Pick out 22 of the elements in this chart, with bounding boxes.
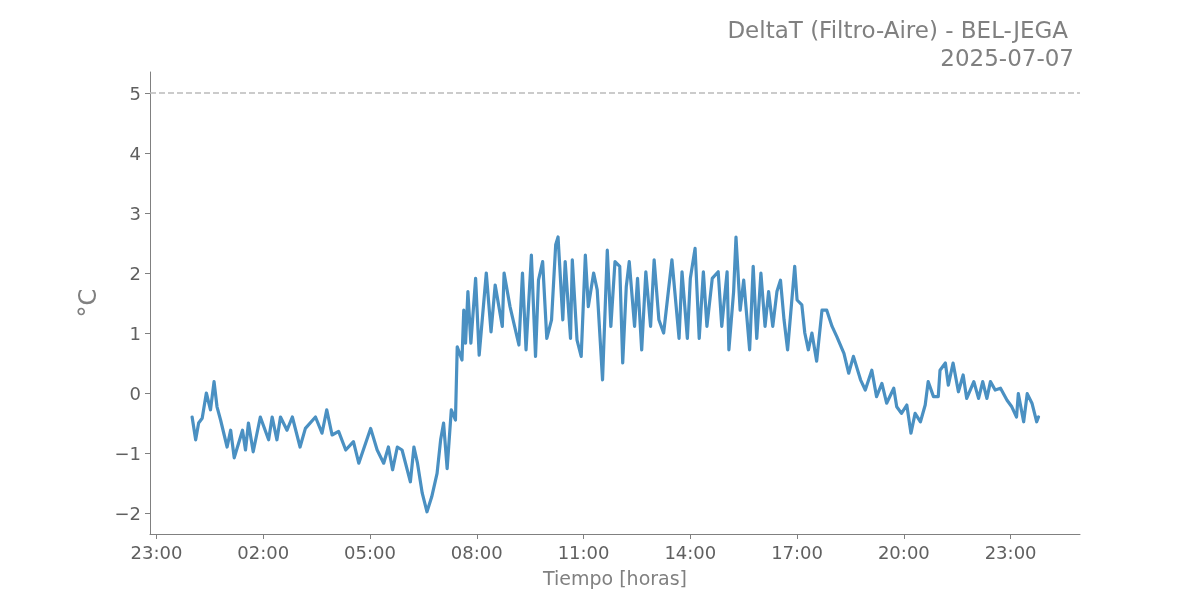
y-tick-label: 1 (129, 322, 141, 344)
y-tick-label: −2 (114, 502, 141, 524)
y-tick-label: −1 (114, 442, 141, 464)
x-tick-label: 02:00 (237, 541, 290, 563)
x-tick-label: 17:00 (771, 541, 824, 563)
x-tick-label: 11:00 (557, 541, 610, 563)
y-tick-label: 4 (129, 142, 141, 164)
x-tick-label: 14:00 (664, 541, 717, 563)
line-series (190, 235, 1041, 514)
x-tick-label: 08:00 (450, 541, 503, 563)
chart-subtitle: 2025-07-07 (940, 44, 1075, 71)
y-tick-label: 0 (129, 382, 141, 404)
x-tick-label: 20:00 (877, 541, 930, 563)
y-axis-title: °C (74, 288, 102, 318)
x-tick-label: 05:00 (344, 541, 396, 563)
x-tick-label: 23:00 (984, 541, 1037, 563)
x-tick-label: 23:00 (130, 541, 183, 563)
y-tick-label: 5 (129, 82, 141, 104)
y-tick-label: 2 (129, 262, 141, 284)
y-tick-label: 3 (129, 202, 141, 224)
x-axis-title: Tiempo [horas] (541, 566, 688, 589)
chart-title: DeltaT (Filtro-Aire) - BEL-JEGA (727, 16, 1069, 43)
